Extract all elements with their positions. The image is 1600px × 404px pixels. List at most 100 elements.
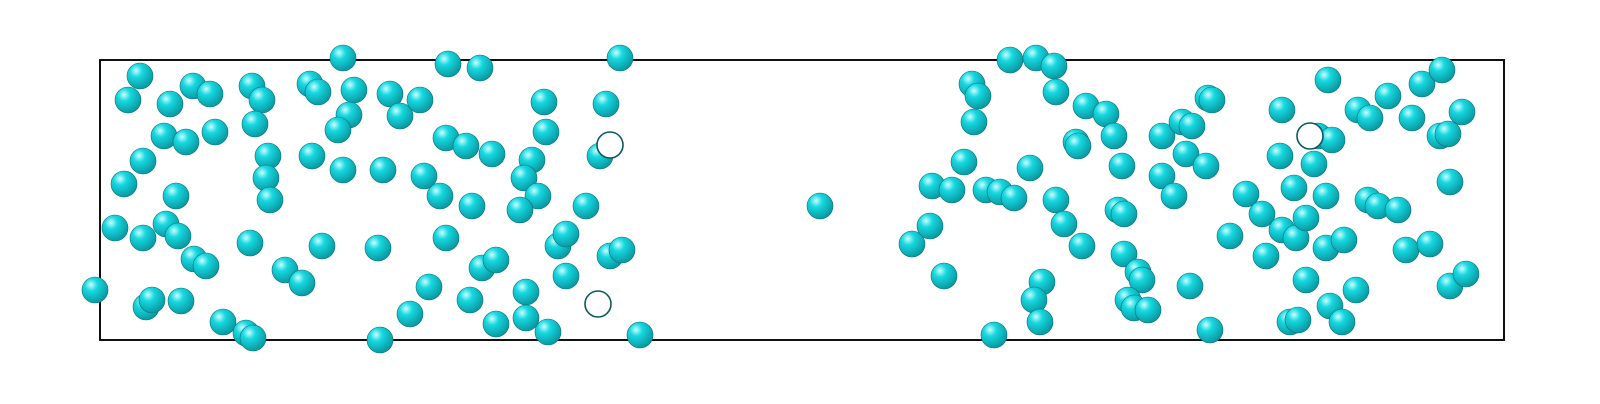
- particle: [1398, 104, 1426, 132]
- particle: [552, 220, 580, 248]
- particle: [1160, 182, 1188, 210]
- particle: [626, 321, 654, 349]
- particle: [366, 326, 394, 354]
- particle: [138, 286, 166, 314]
- particle: [458, 192, 486, 220]
- particle: [256, 186, 284, 214]
- particle: [572, 192, 600, 220]
- particle: [1016, 154, 1044, 182]
- particle: [482, 246, 510, 274]
- particle: [1356, 104, 1384, 132]
- particle: [456, 286, 484, 314]
- particle: [960, 108, 988, 136]
- particle: [386, 102, 414, 130]
- particle: [288, 269, 316, 297]
- particle: [950, 148, 978, 176]
- particle: [512, 278, 540, 306]
- particle: [1064, 132, 1092, 160]
- particle: [1284, 306, 1312, 334]
- particle: [369, 156, 397, 184]
- particle: [239, 324, 267, 352]
- particle: [1192, 152, 1220, 180]
- particle: [1050, 210, 1078, 238]
- particle: [1172, 140, 1200, 168]
- particle: [252, 164, 280, 192]
- particle: [1314, 66, 1342, 94]
- particle: [606, 44, 634, 72]
- particle: [164, 222, 192, 250]
- particle: [1434, 120, 1462, 148]
- hollow-particle: [596, 131, 624, 159]
- particle: [1176, 272, 1204, 300]
- particle: [916, 212, 944, 240]
- particle: [1384, 196, 1412, 224]
- particle: [129, 147, 157, 175]
- particle: [1042, 186, 1070, 214]
- particle: [964, 82, 992, 110]
- particle: [1026, 308, 1054, 336]
- particle: [482, 310, 510, 338]
- particle: [329, 44, 357, 72]
- particle: [806, 192, 834, 220]
- particle-layer: [81, 44, 1480, 354]
- particle: [1280, 174, 1308, 202]
- particle: [209, 308, 237, 336]
- particle: [1110, 200, 1138, 228]
- particle: [980, 321, 1008, 349]
- particle: [236, 229, 264, 257]
- particle: [110, 170, 138, 198]
- particle: [1292, 266, 1320, 294]
- particle: [1148, 162, 1176, 190]
- particle: [1110, 240, 1138, 268]
- particle: [1452, 260, 1480, 288]
- particle: [608, 236, 636, 264]
- particle: [1108, 152, 1136, 180]
- particle: [1128, 266, 1156, 294]
- particle: [1178, 112, 1206, 140]
- hollow-particle: [1296, 122, 1324, 150]
- particle: [129, 224, 157, 252]
- particle: [172, 128, 200, 156]
- particle: [1266, 142, 1294, 170]
- particle: [898, 230, 926, 258]
- particle: [466, 54, 494, 82]
- particle: [426, 182, 454, 210]
- particle: [1148, 122, 1176, 150]
- particle: [406, 86, 434, 114]
- particle: [101, 214, 129, 242]
- particle: [552, 262, 580, 290]
- hollow-particle: [584, 290, 612, 318]
- particle: [524, 182, 552, 210]
- particle: [308, 232, 336, 260]
- particle: [201, 118, 229, 146]
- particle: [452, 132, 480, 160]
- particle: [298, 142, 326, 170]
- particle: [530, 88, 558, 116]
- particle: [340, 76, 368, 104]
- particle: [241, 110, 269, 138]
- particle: [506, 196, 534, 224]
- particle: [1448, 98, 1476, 126]
- particle: [192, 252, 220, 280]
- particle: [1330, 226, 1358, 254]
- particle: [364, 234, 392, 262]
- particle: [1040, 52, 1068, 80]
- particle: [162, 182, 190, 210]
- particle: [248, 86, 276, 114]
- particle: [512, 304, 540, 332]
- particle: [304, 78, 332, 106]
- particle: [1342, 276, 1370, 304]
- particle: [329, 156, 357, 184]
- particle: [156, 90, 184, 118]
- particle: [478, 140, 506, 168]
- particle: [1268, 96, 1296, 124]
- particle: [1392, 236, 1420, 264]
- particle: [1068, 232, 1096, 260]
- particle: [1134, 296, 1162, 324]
- particle: [114, 86, 142, 114]
- particle: [410, 162, 438, 190]
- particle: [432, 224, 460, 252]
- particle: [1312, 182, 1340, 210]
